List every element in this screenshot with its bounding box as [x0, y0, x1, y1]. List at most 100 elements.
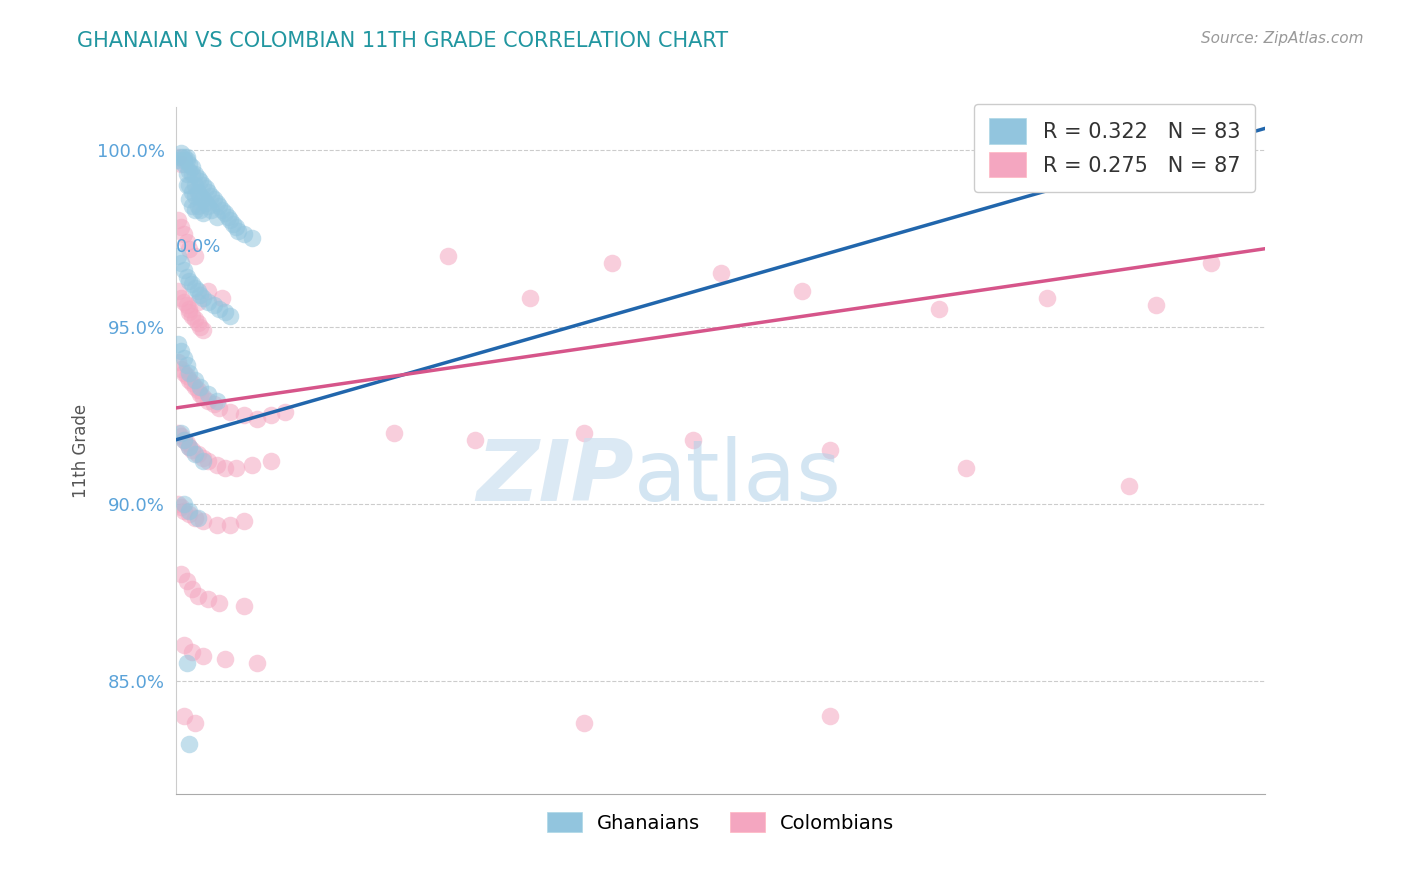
- Point: [176, 235, 198, 249]
- Point: [170, 344, 193, 359]
- Point: [179, 503, 201, 517]
- Point: [186, 447, 209, 461]
- Point: [173, 351, 195, 366]
- Point: [181, 277, 204, 291]
- Point: [188, 319, 211, 334]
- Point: [170, 220, 193, 235]
- Point: [682, 433, 704, 447]
- Point: [184, 202, 207, 217]
- Point: [184, 280, 207, 294]
- Point: [184, 312, 207, 326]
- Text: ZIP: ZIP: [475, 436, 633, 519]
- Point: [167, 153, 190, 168]
- Point: [173, 153, 195, 168]
- Point: [179, 157, 201, 171]
- Point: [167, 213, 190, 227]
- Point: [170, 291, 193, 305]
- Point: [184, 178, 207, 192]
- Point: [184, 167, 207, 181]
- Point: [191, 454, 214, 468]
- Point: [186, 199, 209, 213]
- Point: [181, 309, 204, 323]
- Point: [955, 461, 977, 475]
- Point: [167, 150, 190, 164]
- Point: [437, 249, 460, 263]
- Point: [1118, 479, 1140, 493]
- Point: [173, 433, 195, 447]
- Point: [173, 366, 195, 380]
- Point: [179, 440, 201, 454]
- Point: [184, 447, 207, 461]
- Point: [173, 157, 195, 171]
- Point: [181, 199, 204, 213]
- Point: [219, 517, 242, 532]
- Point: [574, 716, 596, 731]
- Point: [179, 507, 201, 521]
- Point: [170, 150, 193, 164]
- Point: [219, 213, 242, 227]
- Point: [818, 443, 841, 458]
- Point: [179, 373, 201, 387]
- Point: [186, 294, 209, 309]
- Point: [179, 440, 201, 454]
- Point: [191, 178, 214, 192]
- Point: [191, 390, 214, 404]
- Y-axis label: 11th Grade: 11th Grade: [72, 403, 90, 498]
- Point: [184, 188, 207, 202]
- Point: [710, 267, 733, 281]
- Point: [222, 217, 245, 231]
- Point: [176, 574, 198, 589]
- Point: [181, 160, 204, 174]
- Point: [202, 298, 225, 312]
- Point: [219, 404, 242, 418]
- Point: [173, 497, 195, 511]
- Point: [240, 231, 263, 245]
- Point: [191, 206, 214, 220]
- Point: [176, 298, 198, 312]
- Point: [200, 188, 222, 202]
- Point: [191, 648, 214, 663]
- Point: [188, 174, 211, 188]
- Point: [176, 369, 198, 384]
- Point: [208, 401, 231, 415]
- Point: [188, 287, 211, 301]
- Point: [519, 291, 541, 305]
- Point: [170, 567, 193, 582]
- Point: [176, 153, 198, 168]
- Point: [173, 150, 195, 164]
- Point: [1036, 291, 1059, 305]
- Point: [792, 284, 814, 298]
- Point: [188, 386, 211, 401]
- Point: [194, 181, 217, 195]
- Point: [170, 362, 193, 376]
- Point: [205, 517, 228, 532]
- Point: [167, 497, 190, 511]
- Point: [176, 656, 198, 670]
- Text: 0.0%: 0.0%: [176, 237, 221, 255]
- Point: [205, 195, 228, 210]
- Point: [217, 210, 239, 224]
- Point: [170, 256, 193, 270]
- Point: [219, 309, 242, 323]
- Point: [170, 500, 193, 515]
- Point: [197, 454, 219, 468]
- Point: [176, 167, 198, 181]
- Point: [188, 188, 211, 202]
- Point: [170, 157, 193, 171]
- Point: [214, 305, 236, 319]
- Point: [228, 224, 250, 238]
- Point: [181, 582, 204, 596]
- Point: [173, 638, 195, 652]
- Point: [232, 514, 254, 528]
- Point: [186, 589, 209, 603]
- Point: [191, 291, 214, 305]
- Point: [173, 503, 195, 517]
- Point: [600, 256, 623, 270]
- Point: [170, 429, 193, 443]
- Point: [464, 433, 486, 447]
- Point: [232, 599, 254, 614]
- Point: [184, 373, 207, 387]
- Text: GHANAIAN VS COLOMBIAN 11TH GRADE CORRELATION CHART: GHANAIAN VS COLOMBIAN 11TH GRADE CORRELA…: [77, 31, 728, 51]
- Point: [179, 737, 201, 751]
- Point: [179, 305, 201, 319]
